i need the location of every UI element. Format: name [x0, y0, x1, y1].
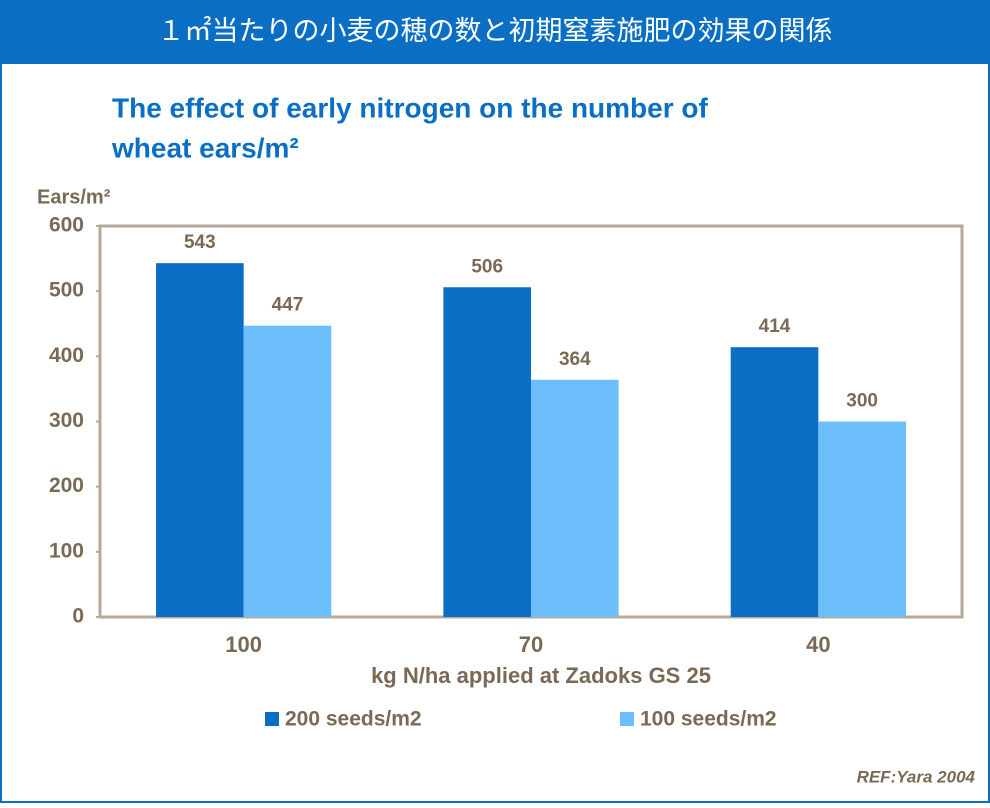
bar: [730, 347, 819, 617]
bar: [243, 325, 332, 617]
x-tick-label: 40: [806, 632, 830, 657]
bar: [443, 287, 531, 617]
data-label: 543: [184, 232, 216, 253]
data-label: 414: [759, 316, 791, 337]
legend-swatch: [265, 712, 279, 726]
y-tick-label: 400: [49, 344, 84, 367]
y-tick-label: 200: [49, 474, 84, 497]
y-tick-label: 0: [72, 605, 84, 628]
y-axis-label: Ears/m²: [37, 186, 111, 208]
bar: [818, 421, 906, 617]
data-label: 300: [846, 391, 878, 412]
bar: [156, 263, 244, 617]
data-label: 447: [272, 295, 304, 316]
legend-swatch: [620, 712, 634, 726]
legend-label: 100 seeds/m2: [640, 708, 777, 731]
bar: [531, 379, 619, 617]
legend-label: 200 seeds/m2: [285, 708, 422, 731]
y-tick-label: 600: [49, 214, 84, 237]
reference: REF:Yara 2004: [857, 767, 976, 786]
y-tick-label: 100: [49, 539, 84, 562]
chart-title: wheat ears/m²: [111, 132, 299, 163]
banner-title: １㎡当たりの小麦の穂の数と初期窒素施肥の効果の関係: [158, 16, 833, 46]
y-tick-label: 500: [49, 279, 84, 302]
x-tick-label: 100: [225, 632, 262, 657]
data-label: 506: [471, 256, 503, 277]
banner: [0, 0, 990, 64]
x-axis-label: kg N/ha applied at Zadoks GS 25: [371, 663, 711, 688]
chart-title: The effect of early nitrogen on the numb…: [112, 92, 708, 123]
y-tick-label: 300: [49, 409, 84, 432]
x-tick-label: 70: [519, 632, 543, 657]
data-label: 364: [559, 349, 591, 370]
